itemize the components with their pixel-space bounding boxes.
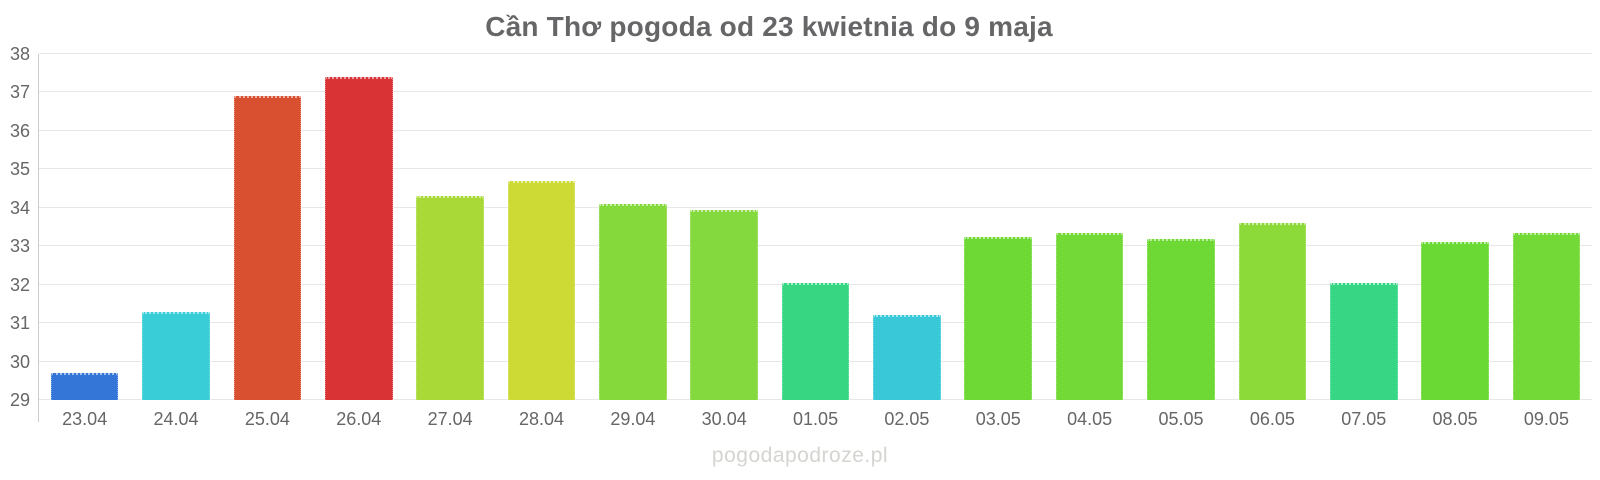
bar-slot-26.04	[313, 54, 404, 400]
bar-30.04	[690, 209, 758, 400]
y-tick-label-32: 32	[9, 274, 30, 295]
bar-slot-24.04	[130, 54, 221, 400]
x-axis-tick-labels: 23.04 24.04 25.04 26.04 27.04 28.04 29.04 30.04…	[39, 409, 1592, 430]
x-tick-label-08.05: 08.05	[1432, 409, 1478, 429]
bar-slot-25.04	[222, 54, 313, 400]
y-tick-label-36: 36	[9, 120, 30, 141]
chart-title: Cần Thơ pogoda od 23 kwietnia do 9 maja	[485, 11, 1053, 42]
y-axis-line	[38, 54, 39, 422]
y-tick-label-35: 35	[9, 159, 30, 180]
bar-29.04	[599, 203, 667, 400]
bar-slot-02.05	[861, 54, 952, 400]
x-tick-label-07.05: 07.05	[1341, 409, 1387, 429]
bar-07.05	[1329, 282, 1398, 400]
y-tick-label-37: 37	[9, 82, 30, 103]
y-tick-label-31: 31	[9, 313, 30, 334]
x-tick-label-23.04: 23.04	[62, 409, 108, 429]
x-tick-label-25.04: 25.04	[244, 409, 290, 429]
watermark: pogodapodroze.pl	[711, 444, 889, 467]
x-tick-label-06.05: 06.05	[1249, 409, 1295, 429]
gridline-36	[39, 129, 1592, 131]
bar-slot-06.05	[1227, 54, 1318, 400]
x-tick-label-02.05: 02.05	[884, 409, 930, 429]
y-tick-label-34: 34	[9, 197, 30, 218]
bar-slot-07.05	[1318, 54, 1409, 400]
y-tick-label-33: 33	[9, 236, 30, 257]
bar-06.05	[1238, 223, 1307, 400]
bar-slot-30.04	[679, 54, 770, 400]
bar-slot-27.04	[404, 54, 495, 400]
x-tick-label-04.05: 04.05	[1067, 409, 1113, 429]
bar-01.05	[781, 282, 850, 400]
bar-slot-23.04	[39, 54, 130, 400]
bar-23.04	[50, 373, 119, 400]
bar-28.04	[507, 180, 576, 400]
bar-26.04	[324, 77, 393, 400]
x-tick-label-01.05: 01.05	[793, 409, 839, 429]
y-tick-label-30: 30	[9, 351, 30, 372]
bar-02.05	[873, 315, 941, 400]
bar-08.05	[1421, 242, 1489, 400]
x-tick-label-30.04: 30.04	[701, 409, 747, 429]
plot-area: 29 30 31 32 33 34 35 36 37 38 23.04 24.04 25.04 26.0…	[10, 45, 1592, 429]
x-tick-label-26.04: 26.04	[336, 409, 382, 429]
gridline-33	[39, 245, 1592, 247]
gridline-37	[39, 91, 1592, 93]
bar-slot-08.05	[1409, 54, 1500, 400]
bar-slot-01.05	[770, 54, 861, 400]
bar-25.04	[233, 96, 302, 400]
bar-24.04	[142, 311, 210, 400]
y-tick-label-29: 29	[9, 390, 30, 410]
bar-slot-05.05	[1135, 54, 1226, 400]
bar-slot-04.05	[1044, 54, 1135, 400]
x-tick-label-24.04: 24.04	[153, 409, 199, 429]
gridline-34	[39, 206, 1592, 208]
bar-series	[39, 54, 1592, 400]
y-tick-label-38: 38	[9, 44, 30, 64]
bar-03.05	[964, 236, 1033, 400]
bar-slot-29.04	[587, 54, 678, 400]
x-tick-label-29.04: 29.04	[610, 409, 656, 429]
x-tick-label-28.04: 28.04	[518, 409, 564, 429]
bar-slot-28.04	[496, 54, 587, 400]
x-tick-label-09.05: 09.05	[1523, 409, 1569, 429]
gridline-35	[39, 168, 1592, 170]
x-tick-label-05.05: 05.05	[1158, 409, 1204, 429]
bar-27.04	[416, 196, 484, 400]
bar-slot-09.05	[1501, 54, 1592, 400]
x-tick-label-27.04: 27.04	[427, 409, 473, 429]
x-tick-label-03.05: 03.05	[975, 409, 1021, 429]
bar-05.05	[1147, 238, 1215, 400]
gridline-38	[39, 53, 1592, 54]
bar-slot-03.05	[953, 54, 1044, 400]
bar-04.05	[1055, 232, 1124, 400]
bar-09.05	[1512, 232, 1581, 400]
